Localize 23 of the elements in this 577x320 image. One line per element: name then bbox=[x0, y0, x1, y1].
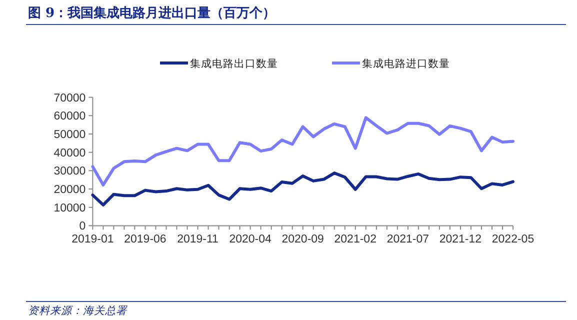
x-tick-label: 2021-12 bbox=[439, 234, 482, 246]
y-tick-label: 30000 bbox=[54, 166, 86, 178]
legend-label: 集成电路出口数量 bbox=[190, 57, 278, 70]
legend-item: 集成电路出口数量 bbox=[160, 58, 278, 70]
chart-title: 图 9：我国集成电路月进出口量（百万个） bbox=[28, 5, 276, 21]
x-tick-label: 2021-07 bbox=[386, 234, 430, 246]
x-tick-label: 2021-02 bbox=[334, 234, 376, 246]
y-tick-label: 10000 bbox=[54, 202, 86, 214]
x-tick-label: 2020-09 bbox=[282, 234, 324, 246]
x-tick-label: 2019-11 bbox=[177, 234, 218, 246]
x-tick-label: 2019-01 bbox=[72, 234, 114, 246]
y-tick-label: 50000 bbox=[54, 128, 86, 141]
y-tick-label: 40000 bbox=[54, 147, 86, 160]
x-tick-label: 2019-06 bbox=[124, 234, 166, 246]
x-tick-label: 2022-05 bbox=[492, 234, 534, 246]
y-tick-label: 70000 bbox=[54, 92, 86, 104]
y-tick-label: 0 bbox=[79, 220, 86, 233]
legend-item: 集成电路进口数量 bbox=[332, 58, 450, 70]
y-tick-label: 60000 bbox=[54, 110, 86, 123]
legend-label: 集成电路进口数量 bbox=[362, 57, 450, 70]
text: 资料来源：海关总署 bbox=[28, 305, 128, 317]
x-tick-label: 2020-04 bbox=[229, 234, 272, 246]
y-tick-label: 20000 bbox=[54, 184, 86, 196]
